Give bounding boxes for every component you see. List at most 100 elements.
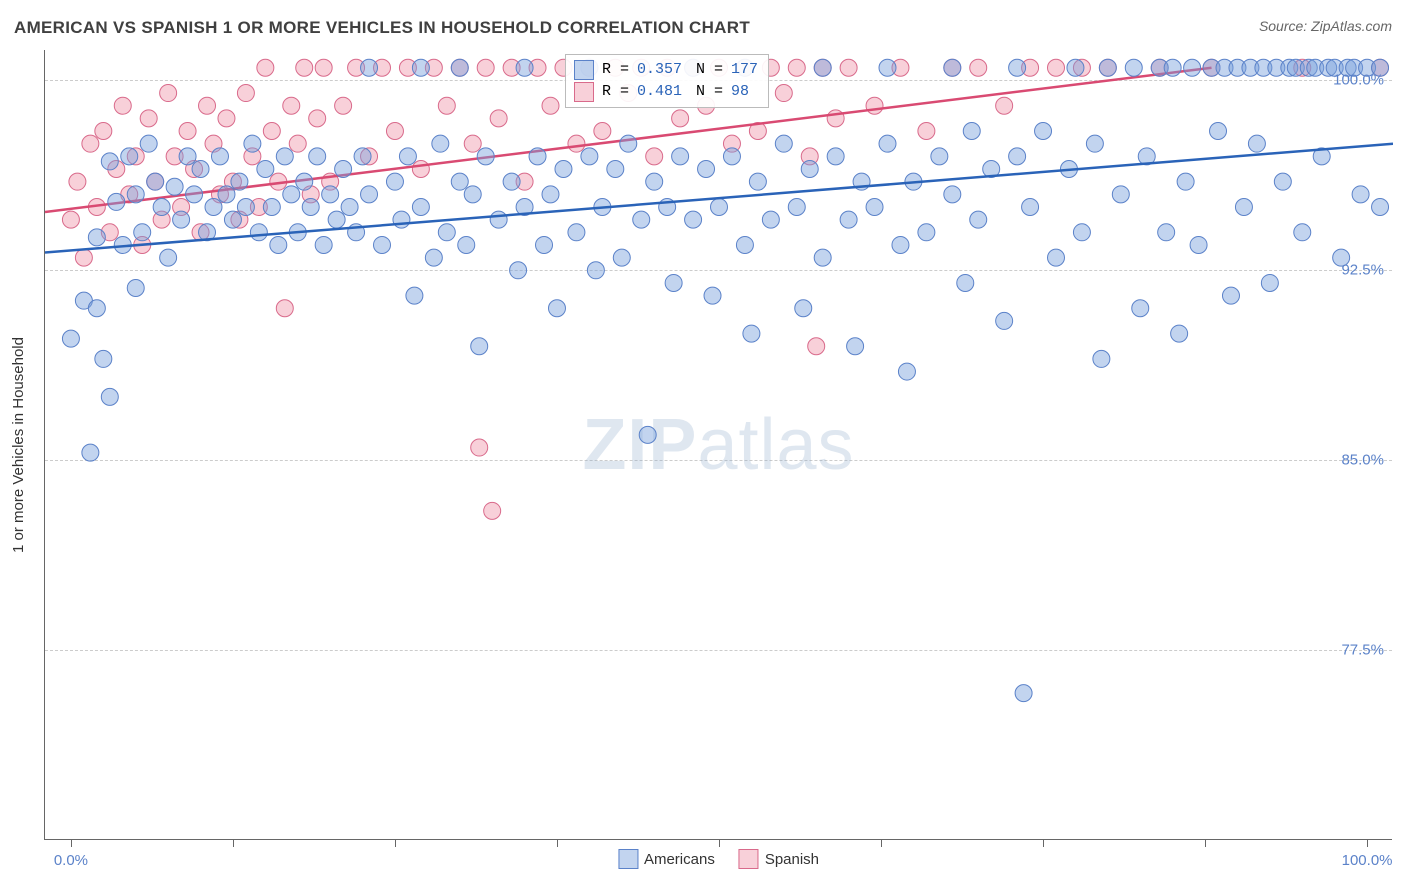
chart-title: AMERICAN VS SPANISH 1 OR MORE VEHICLES I… <box>14 18 750 37</box>
r-value-americans: 0.357 <box>637 59 682 81</box>
swatch-americans <box>574 60 594 80</box>
data-point <box>1099 59 1116 76</box>
data-point <box>257 59 274 76</box>
swatch-spanish <box>574 82 594 102</box>
data-point <box>633 211 650 228</box>
data-point <box>296 59 313 76</box>
data-point <box>918 123 935 140</box>
data-point <box>840 211 857 228</box>
data-point <box>1352 186 1369 203</box>
data-point <box>613 249 630 266</box>
data-point <box>704 287 721 304</box>
data-point <box>892 236 909 253</box>
legend: Americans Spanish <box>618 849 819 869</box>
data-point <box>69 173 86 190</box>
data-point <box>95 350 112 367</box>
data-point <box>283 97 300 114</box>
data-point <box>639 426 656 443</box>
data-point <box>788 198 805 215</box>
data-point <box>1073 224 1090 241</box>
data-point <box>996 312 1013 329</box>
data-point <box>192 161 209 178</box>
data-point <box>147 173 164 190</box>
data-point <box>866 198 883 215</box>
data-point <box>1184 59 1201 76</box>
data-point <box>386 123 403 140</box>
data-point <box>374 236 391 253</box>
data-point <box>568 224 585 241</box>
data-point <box>179 123 196 140</box>
data-point <box>289 135 306 152</box>
data-point <box>672 148 689 165</box>
data-point <box>1164 59 1181 76</box>
data-point <box>88 229 105 246</box>
data-point <box>970 211 987 228</box>
data-point <box>1294 224 1311 241</box>
legend-label-spanish: Spanish <box>765 851 819 868</box>
data-point <box>309 148 326 165</box>
r-label: R = <box>602 59 629 81</box>
data-point <box>698 161 715 178</box>
data-point <box>276 300 293 317</box>
data-point <box>263 198 280 215</box>
data-point <box>82 444 99 461</box>
data-point <box>620 135 637 152</box>
stats-row-spanish: R = 0.481 N = 98 <box>574 81 758 103</box>
data-point <box>62 211 79 228</box>
data-point <box>665 274 682 291</box>
data-point <box>361 59 378 76</box>
data-point <box>1035 123 1052 140</box>
x-tick <box>881 839 882 847</box>
data-point <box>412 59 429 76</box>
data-point <box>490 110 507 127</box>
y-tick-label: 85.0% <box>1341 452 1384 469</box>
data-point <box>1086 135 1103 152</box>
data-point <box>127 186 144 203</box>
data-point <box>484 502 501 519</box>
x-tick <box>233 839 234 847</box>
data-point <box>723 148 740 165</box>
data-point <box>1015 685 1032 702</box>
data-point <box>179 148 196 165</box>
data-point <box>263 123 280 140</box>
data-point <box>166 178 183 195</box>
legend-item-americans: Americans <box>618 849 715 869</box>
data-point <box>795 300 812 317</box>
legend-label-americans: Americans <box>644 851 715 868</box>
data-point <box>302 198 319 215</box>
data-point <box>101 388 118 405</box>
data-point <box>335 97 352 114</box>
data-point <box>814 59 831 76</box>
data-point <box>1093 350 1110 367</box>
data-point <box>412 161 429 178</box>
data-point <box>88 300 105 317</box>
data-point <box>211 148 228 165</box>
data-point <box>186 186 203 203</box>
x-tick <box>557 839 558 847</box>
data-point <box>153 198 170 215</box>
legend-item-spanish: Spanish <box>739 849 819 869</box>
data-point <box>1171 325 1188 342</box>
data-point <box>464 186 481 203</box>
data-point <box>458 236 475 253</box>
data-point <box>672 110 689 127</box>
x-tick <box>1043 839 1044 847</box>
data-point <box>224 211 241 228</box>
data-point <box>879 59 896 76</box>
data-point <box>801 161 818 178</box>
chart-svg-layer <box>45 50 1393 840</box>
data-point <box>970 59 987 76</box>
data-point <box>1235 198 1252 215</box>
data-point <box>114 97 131 114</box>
data-point <box>237 198 254 215</box>
data-point <box>529 148 546 165</box>
data-point <box>205 198 222 215</box>
x-tick <box>1367 839 1368 847</box>
data-point <box>996 97 1013 114</box>
data-point <box>1009 59 1026 76</box>
data-point <box>322 186 339 203</box>
data-point <box>1112 186 1129 203</box>
data-point <box>134 224 151 241</box>
data-point <box>762 211 779 228</box>
data-point <box>62 330 79 347</box>
